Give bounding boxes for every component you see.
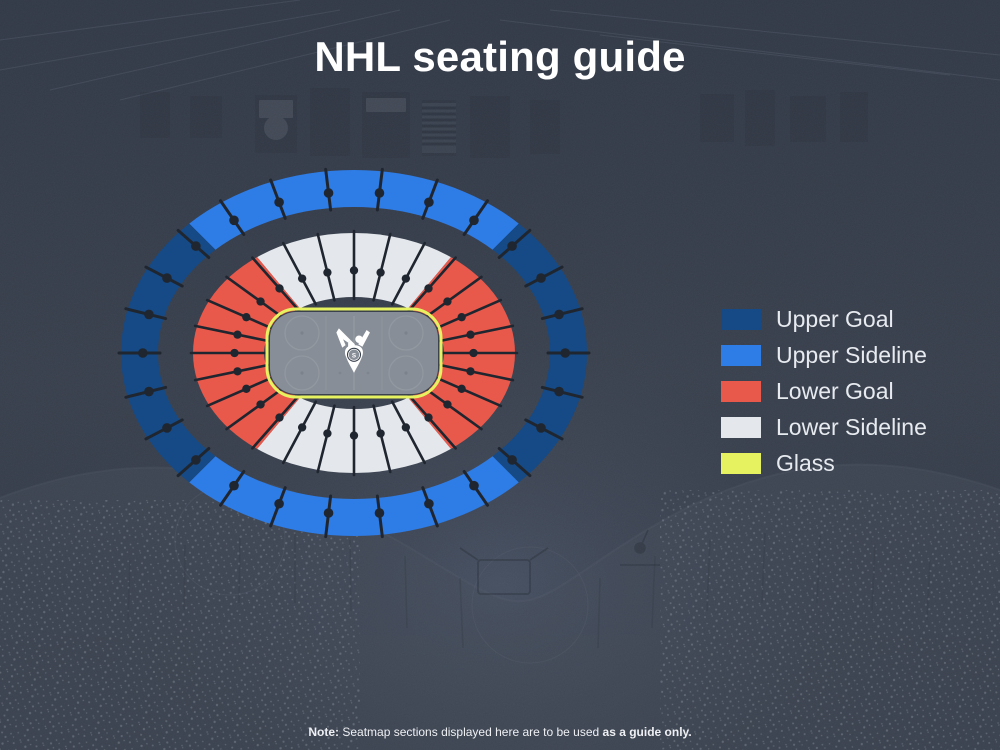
svg-text:S: S	[352, 352, 356, 359]
